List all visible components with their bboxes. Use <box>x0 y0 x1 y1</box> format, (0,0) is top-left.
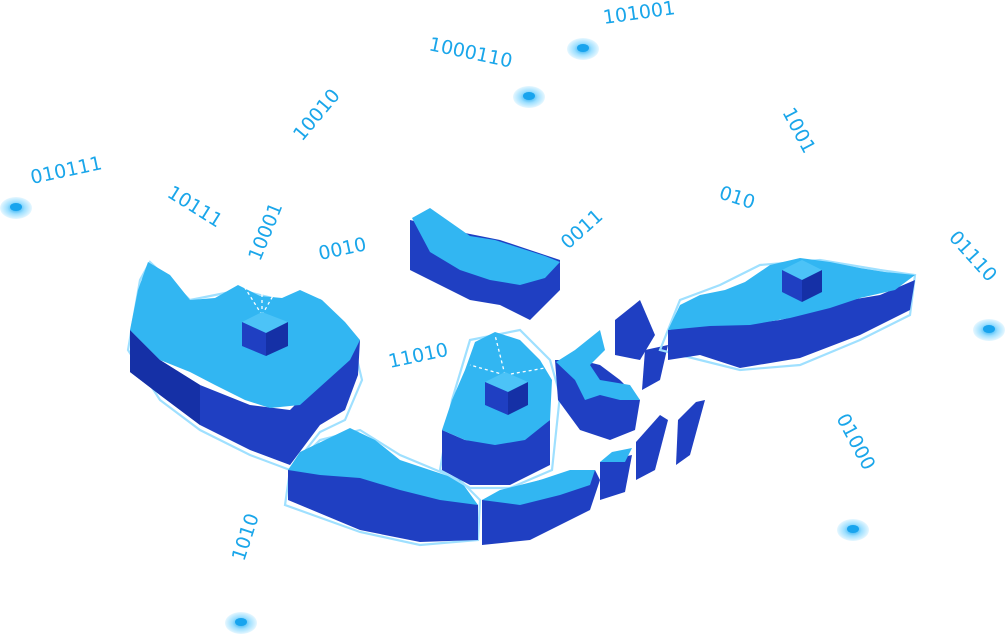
location-pin-icon <box>0 197 32 219</box>
server-cube-icon <box>469 334 546 415</box>
server-cube-icon <box>239 270 288 356</box>
binary-label: 0011 <box>557 205 608 254</box>
island-nusa-tenggara <box>482 400 705 545</box>
binary-label: 101001 <box>602 0 677 29</box>
location-pin-icon <box>567 38 599 60</box>
location-pin-icon <box>837 519 869 541</box>
island-maluku <box>615 300 668 390</box>
location-pin-icon <box>225 612 257 634</box>
binary-label: 11010 <box>386 339 450 373</box>
binary-label: 010111 <box>28 152 104 189</box>
binary-label: 1010 <box>228 511 264 564</box>
binary-label: 010 <box>716 182 757 214</box>
binary-label: 0010 <box>316 233 368 265</box>
binary-label: 10111 <box>163 182 226 233</box>
binary-label: 10010 <box>289 85 345 145</box>
island-cluster-north <box>410 208 560 320</box>
location-pin-icon <box>513 86 545 108</box>
binary-label: 1001 <box>778 104 820 157</box>
location-pin-icon <box>973 319 1005 341</box>
binary-label: 10001 <box>244 200 287 264</box>
binary-label: 01000 <box>832 410 880 474</box>
island-sulawesi <box>555 330 640 440</box>
island-java <box>283 428 482 547</box>
server-cube-icon <box>782 260 822 302</box>
binary-label: 01110 <box>944 227 1001 287</box>
binary-label: 1000110 <box>427 33 514 72</box>
